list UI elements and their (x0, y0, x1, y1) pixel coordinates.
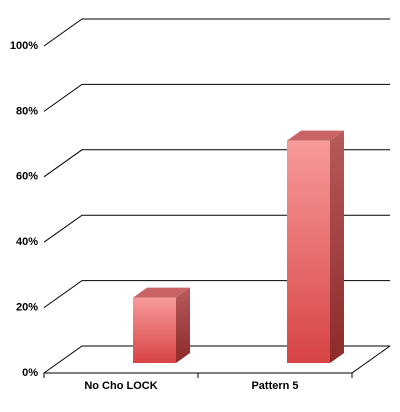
grid-line (43, 18, 390, 47)
bar-side (176, 287, 190, 363)
y-tick-label: 0% (22, 367, 38, 379)
x-tick-label: No Cho LOCK (84, 380, 157, 392)
y-tick-label: 20% (16, 302, 38, 314)
y-tick-label: 60% (16, 171, 38, 183)
bar-top (287, 130, 344, 141)
y-tick-label: 40% (16, 236, 38, 248)
bar-top (133, 287, 190, 298)
y-tick-label: 80% (16, 105, 38, 117)
bar-side (330, 130, 344, 363)
bar (133, 297, 176, 363)
grid-line (43, 83, 390, 112)
bar (287, 140, 330, 363)
y-tick-label: 100% (10, 40, 38, 52)
x-tick-label: Pattern 5 (251, 380, 298, 392)
